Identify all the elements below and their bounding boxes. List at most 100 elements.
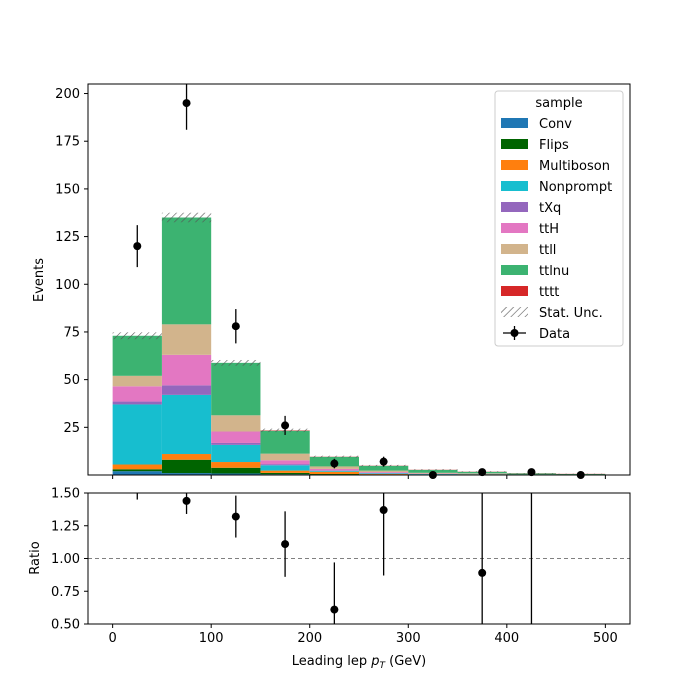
stat-unc-band-bin-0 — [112, 332, 162, 340]
stat-unc-band-bin-2 — [211, 359, 261, 366]
bar-ttlnu-bin-2 — [211, 362, 261, 416]
legend-swatch-stat-unc — [501, 307, 528, 317]
legend-swatch-nonprompt — [501, 181, 528, 191]
bar-multiboson-bin-4 — [309, 471, 359, 475]
legend-title: sample — [535, 96, 582, 111]
main-panel: 25 50 75 100 125 150 175 200 Events sample Conv… — [32, 83, 631, 479]
bar-flips-bin-1 — [161, 459, 212, 474]
legend-swatch-multiboson — [501, 160, 528, 170]
main-y-tick-label-0: 25 — [63, 421, 80, 436]
ratio-panel: 0.50 0.75 1.00 1.25 1.50 0 100 200 300 400 500 Ra… — [28, 476, 631, 671]
main-y-axis-label: Events — [32, 258, 47, 302]
main-y-tick-label-6: 175 — [55, 135, 80, 150]
legend-data-marker — [510, 329, 519, 337]
bar-tth-bin-2 — [211, 431, 261, 443]
ratio-point-1 — [182, 496, 191, 505]
stat-unc-band-bin-6 — [408, 469, 458, 471]
bar-tth-bin-3 — [260, 460, 310, 465]
legend-entries: Conv Flips Multiboson Nonprompt tXq ttH ttll tt… — [501, 117, 612, 342]
bar-txq-bin-3 — [260, 464, 310, 466]
bar-flips-bin-0 — [112, 469, 162, 472]
bar-tth-bin-4 — [309, 468, 359, 471]
ratio-y-tick-label-3: 1.25 — [51, 519, 80, 534]
bar-txq-bin-2 — [211, 442, 261, 445]
ratio-y-tick-label-1: 0.75 — [51, 585, 80, 600]
ratio-x-axis: 0 100 200 300 400 500 — [108, 624, 618, 646]
legend-label-stat-unc: Stat. Unc. — [539, 306, 603, 321]
bar-nonprompt-bin-5 — [359, 473, 409, 475]
bar-nonprompt-bin-3 — [260, 465, 310, 471]
bar-nonprompt-bin-1 — [161, 394, 212, 455]
legend-label-flips: Flips — [539, 138, 569, 153]
bar-multiboson-bin-5 — [359, 474, 409, 475]
bar-nonprompt-bin-4 — [309, 470, 359, 472]
ratio-y-axis-label: Ratio — [28, 541, 43, 574]
ratio-point-0 — [133, 476, 141, 484]
main-y-tick-label-7: 200 — [55, 87, 80, 102]
bar-ttll-bin-0 — [112, 375, 162, 387]
legend-label-tth: ttH — [539, 222, 559, 237]
bar-txq-bin-1 — [161, 385, 212, 395]
legend-label-txq: tXq — [539, 201, 561, 216]
legend-label-ttlnu: ttlnu — [539, 264, 569, 279]
bar-multiboson-bin-0 — [112, 464, 162, 470]
main-y-tick-label-3: 100 — [55, 278, 80, 293]
main-y-tick-label-4: 125 — [55, 230, 80, 245]
x-tick-label-1: 100 — [199, 631, 224, 646]
main-plot-frame — [87, 83, 631, 476]
x-axis-label-text: Leading lep — [292, 654, 371, 669]
x-axis-label: Leading lep pT (GeV) — [292, 654, 426, 671]
bar-tth-bin-0 — [112, 386, 162, 402]
legend-label-tttt: tttt — [539, 285, 559, 300]
ratio-point-6 — [478, 568, 487, 577]
legend-label-multiboson: Multiboson — [539, 159, 610, 174]
main-y-tick-label-1: 50 — [63, 373, 80, 388]
bar-ttlnu-bin-0 — [112, 335, 162, 376]
legend-frame — [494, 90, 624, 347]
data-point-4 — [330, 459, 339, 468]
legend-label-ttll: ttll — [539, 243, 556, 258]
x-tick-label-4: 400 — [494, 631, 519, 646]
bar-ttll-bin-2 — [211, 415, 261, 432]
bar-ttlnu-bin-5 — [359, 465, 409, 471]
bar-conv-bin-1 — [161, 473, 212, 475]
ratio-point-3 — [281, 540, 290, 549]
legend-label-nonprompt: Nonprompt — [539, 180, 612, 195]
data-point-7 — [478, 468, 487, 477]
ratio-point-2 — [231, 512, 240, 521]
main-x-ticks — [112, 475, 606, 479]
bar-ttlnu-bin-1 — [161, 217, 212, 325]
x-tick-label-3: 300 — [396, 631, 421, 646]
legend-swatch-ttlnu — [501, 265, 528, 275]
data-point-5 — [379, 457, 388, 466]
data-points — [133, 84, 585, 479]
bar-txq-bin-0 — [112, 401, 162, 405]
legend: sample Conv Flips Multiboson Nonprompt tXq tt… — [494, 90, 624, 347]
data-point-0 — [133, 242, 142, 251]
legend-label-conv: Conv — [539, 117, 572, 132]
bar-multiboson-bin-1 — [161, 454, 212, 460]
main-y-axis: 25 50 75 100 125 150 175 200 — [55, 87, 88, 436]
bar-ttlnu-bin-3 — [260, 430, 310, 454]
x-tick-label-5: 500 — [593, 631, 618, 646]
legend-swatch-conv — [501, 118, 528, 128]
bar-ttll-bin-5 — [359, 470, 409, 473]
x-tick-label-2: 200 — [297, 631, 322, 646]
x-axis-label-subscript: T — [379, 661, 386, 671]
bar-flips-bin-3 — [260, 472, 310, 475]
x-axis-label-variable: p — [370, 654, 379, 669]
stat-unc-band-bin-1 — [161, 212, 212, 223]
legend-swatch-flips — [501, 139, 528, 149]
bar-ttll-bin-3 — [260, 453, 310, 461]
main-y-tick-label-5: 150 — [55, 182, 80, 197]
ratio-y-tick-label-2: 1.00 — [51, 552, 80, 567]
bar-tth-bin-1 — [161, 354, 212, 386]
legend-swatch-txq — [501, 202, 528, 212]
legend-label-data: Data — [539, 327, 570, 342]
bar-multiboson-bin-3 — [260, 470, 310, 473]
x-axis-label-unit: (GeV) — [385, 654, 426, 669]
bar-nonprompt-bin-2 — [211, 444, 261, 463]
bar-conv-bin-2 — [211, 473, 261, 475]
bar-nonprompt-bin-0 — [112, 404, 162, 465]
main-y-tick-label-2: 75 — [63, 325, 80, 340]
